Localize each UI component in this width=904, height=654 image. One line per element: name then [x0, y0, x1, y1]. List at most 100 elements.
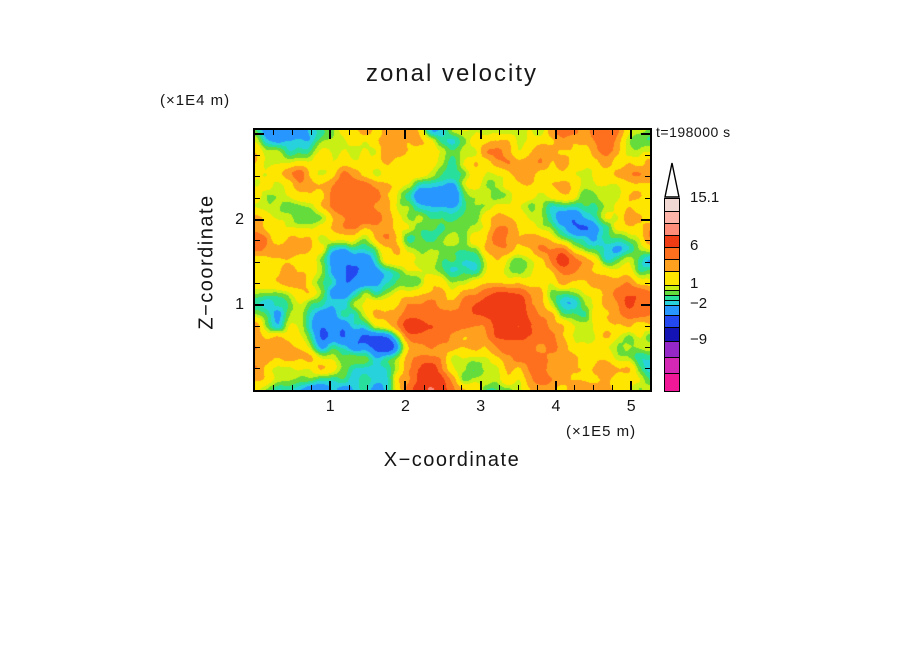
axis-tick — [255, 155, 260, 157]
axis-tick — [404, 130, 407, 139]
axis-tick — [645, 197, 650, 199]
axis-tick — [630, 381, 633, 390]
colorbar-segment — [665, 373, 679, 391]
axis-tick — [273, 130, 275, 135]
axis-tick — [255, 240, 260, 242]
axis-tick — [348, 130, 350, 135]
axis-tick — [645, 155, 650, 157]
axis-tick — [310, 385, 312, 390]
colorbar-segment — [665, 211, 679, 223]
axis-tick — [292, 385, 294, 390]
y-axis-label: Z−coordinate — [195, 194, 218, 330]
colorbar-segment — [665, 271, 679, 285]
colorbar-scale — [664, 198, 680, 392]
axis-tick — [499, 130, 501, 135]
axis-tick — [641, 133, 650, 136]
colorbar-segment — [665, 223, 679, 235]
plot-frame — [253, 128, 652, 392]
colorbar-segment — [665, 295, 679, 300]
axis-tick — [442, 385, 444, 390]
axis-tick — [641, 218, 650, 221]
x-axis-label: X−coordinate — [383, 449, 521, 471]
axis-tick — [554, 130, 557, 139]
axis-tick — [255, 346, 260, 348]
axis-tick — [461, 385, 463, 390]
x-tick-label: 1 — [325, 398, 335, 415]
colorbar-segment — [665, 305, 679, 315]
colorbar-value-label: −9 — [690, 331, 708, 348]
axis-tick — [348, 385, 350, 390]
axis-tick — [255, 325, 260, 327]
axis-tick — [255, 261, 260, 263]
axis-tick — [255, 303, 264, 306]
axis-tick — [574, 385, 576, 390]
axis-tick — [329, 381, 332, 390]
axis-tick — [386, 385, 388, 390]
axis-tick — [611, 130, 613, 135]
axis-tick — [645, 176, 650, 178]
contour-field-canvas — [255, 130, 650, 390]
x-axis-unit-label: (×1E5 m) — [566, 423, 637, 440]
colorbar-segment — [665, 285, 679, 290]
x-tick-label: 2 — [401, 398, 410, 415]
chart-title: zonal velocity — [365, 60, 539, 87]
colorbar-segment — [665, 327, 679, 341]
axis-tick — [499, 385, 501, 390]
axis-tick — [310, 130, 312, 135]
y-tick-label: 1 — [235, 295, 244, 313]
axis-tick — [611, 385, 613, 390]
axis-tick — [255, 282, 260, 284]
axis-tick — [423, 385, 425, 390]
plot-area — [255, 130, 650, 390]
x-tick-label: 4 — [551, 398, 561, 415]
axis-tick — [645, 261, 650, 263]
axis-tick — [645, 240, 650, 242]
colorbar-segment — [665, 290, 679, 295]
axis-tick — [517, 130, 519, 135]
x-tick-label: 3 — [476, 398, 486, 415]
axis-tick — [273, 385, 275, 390]
axis-tick — [574, 130, 576, 135]
colorbar-segment — [665, 341, 679, 357]
axis-tick — [645, 325, 650, 327]
colorbar-segment — [665, 259, 679, 271]
axis-tick — [255, 218, 264, 221]
axis-tick — [255, 197, 260, 199]
y-axis-unit-label: (×1E4 m) — [160, 92, 231, 109]
colorbar-segment — [665, 315, 679, 327]
colorbar-segment — [665, 247, 679, 259]
colorbar-segment — [665, 235, 679, 247]
axis-tick — [329, 130, 332, 139]
colorbar-arrow-tip-icon — [664, 162, 680, 198]
axis-tick — [292, 130, 294, 135]
axis-tick — [255, 368, 260, 370]
axis-tick — [641, 303, 650, 306]
axis-tick — [517, 385, 519, 390]
axis-tick — [442, 130, 444, 135]
axis-tick — [645, 346, 650, 348]
axis-tick — [255, 176, 260, 178]
axis-tick — [367, 130, 369, 135]
axis-tick — [645, 282, 650, 284]
colorbar-value-label: 6 — [690, 237, 699, 254]
axis-tick — [367, 385, 369, 390]
axis-tick — [404, 381, 407, 390]
colorbar-segment — [665, 199, 679, 211]
colorbar-value-label: 1 — [690, 275, 699, 292]
axis-tick — [423, 130, 425, 135]
colorbar-value-label: 15.1 — [690, 189, 720, 206]
colorbar-segment — [665, 357, 679, 373]
axis-tick — [255, 133, 264, 136]
axis-tick — [479, 381, 482, 390]
axis-tick — [536, 130, 538, 135]
x-tick-label: 5 — [626, 398, 636, 415]
colorbar-segment — [665, 300, 679, 305]
colorbar-value-label: −2 — [690, 295, 708, 312]
axis-tick — [630, 130, 633, 139]
axis-tick — [386, 130, 388, 135]
y-tick-label: 2 — [235, 210, 244, 228]
axis-tick — [645, 368, 650, 370]
axis-tick — [479, 130, 482, 139]
axis-tick — [536, 385, 538, 390]
